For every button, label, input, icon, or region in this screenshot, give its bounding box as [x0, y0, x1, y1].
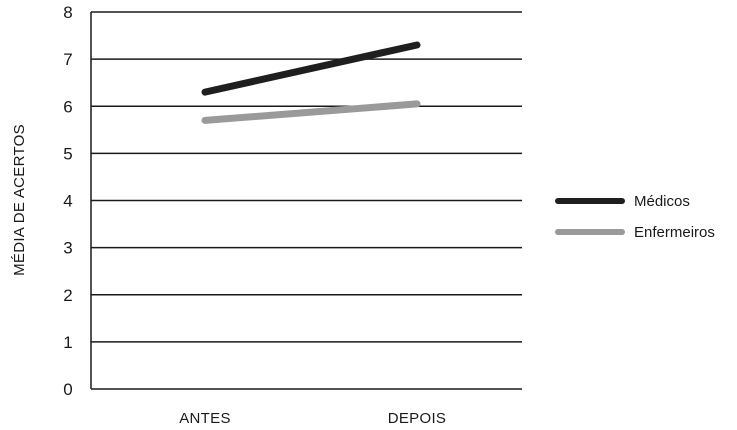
y-tick-label-5: 5 [63, 144, 72, 163]
y-tick-label-2: 2 [63, 286, 72, 305]
x-tick-label-antes: ANTES [179, 410, 231, 427]
x-tick-label-depois: DEPOIS [388, 410, 446, 427]
y-tick-label-6: 6 [63, 97, 72, 116]
y-tick-label-1: 1 [63, 333, 72, 352]
legend-label-medicos: Médicos [634, 193, 690, 210]
y-axis-label: MÉDIA DE ACERTOS [11, 124, 28, 276]
legend: Médicos Enfermeiros [555, 193, 715, 241]
y-tick-label-0: 0 [63, 380, 72, 399]
x-tick-labels: ANTES DEPOIS [179, 410, 446, 427]
legend-label-enfermeiros: Enfermeiros [634, 224, 715, 241]
y-tick-labels: 0 1 2 3 4 5 6 7 8 [63, 3, 72, 399]
y-tick-label-7: 7 [63, 50, 72, 69]
y-tick-label-8: 8 [63, 3, 72, 22]
y-tick-label-3: 3 [63, 239, 72, 258]
series-line-medicos [201, 41, 421, 96]
series-line-enfermeiros [201, 100, 421, 124]
gridlines [91, 11, 522, 343]
y-tick-label-4: 4 [63, 192, 72, 211]
series-lines [201, 41, 421, 124]
